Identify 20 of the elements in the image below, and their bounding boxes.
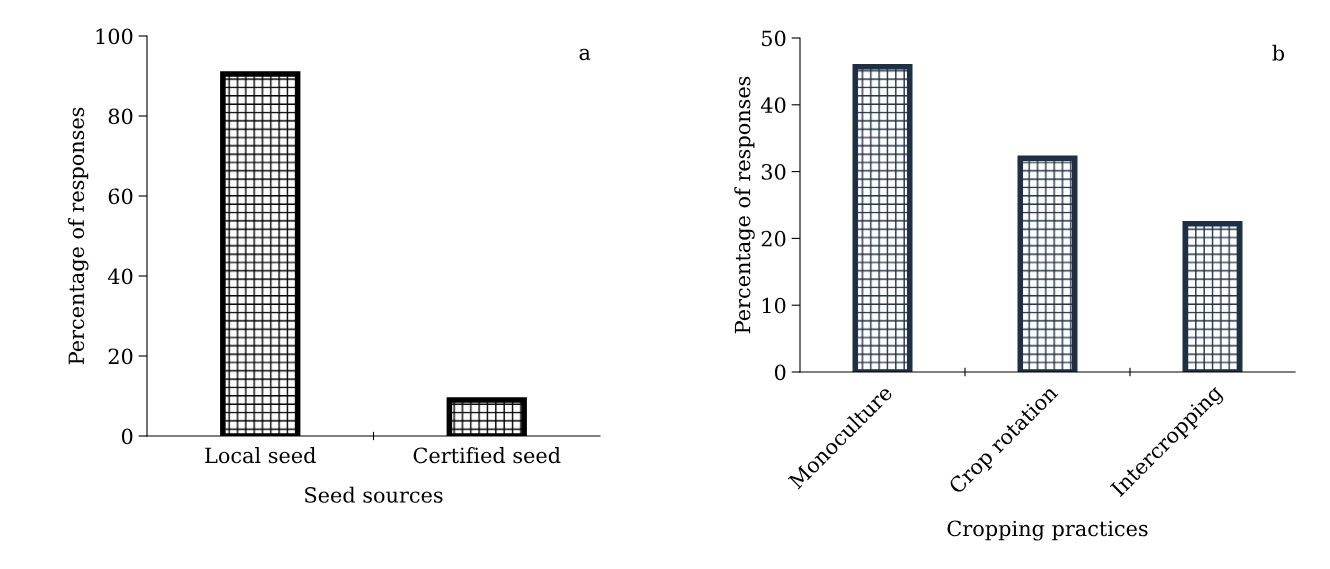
- y-tick-label: 80: [108, 108, 133, 125]
- y-tick-label: 0: [774, 364, 786, 381]
- y-axis-title: Percentage of responses: [734, 76, 755, 334]
- x-axis-title: Seed sources: [305, 486, 443, 503]
- y-tick-label: 60: [108, 188, 133, 205]
- x-tick-label: Certified seed: [413, 447, 561, 464]
- y-tick-label: 50: [762, 30, 786, 47]
- x-tick-label: Local seed: [205, 447, 316, 464]
- y-tick-label: 20: [761, 230, 786, 247]
- y-tick-label: 100: [96, 28, 133, 45]
- y-tick-label: 10: [762, 297, 786, 314]
- y-tick-label: 0: [121, 428, 133, 445]
- y-tick-label: 40: [760, 97, 786, 114]
- annotation: a: [579, 48, 591, 61]
- y-tick-label: 40: [107, 268, 133, 285]
- y-tick-label: 20: [108, 348, 133, 365]
- y-tick-label: 30: [761, 164, 786, 180]
- x-axis-title: Cropping practices: [947, 520, 1148, 541]
- annotation: b: [1272, 44, 1285, 61]
- y-axis-title: Percentage of responses: [68, 107, 89, 365]
